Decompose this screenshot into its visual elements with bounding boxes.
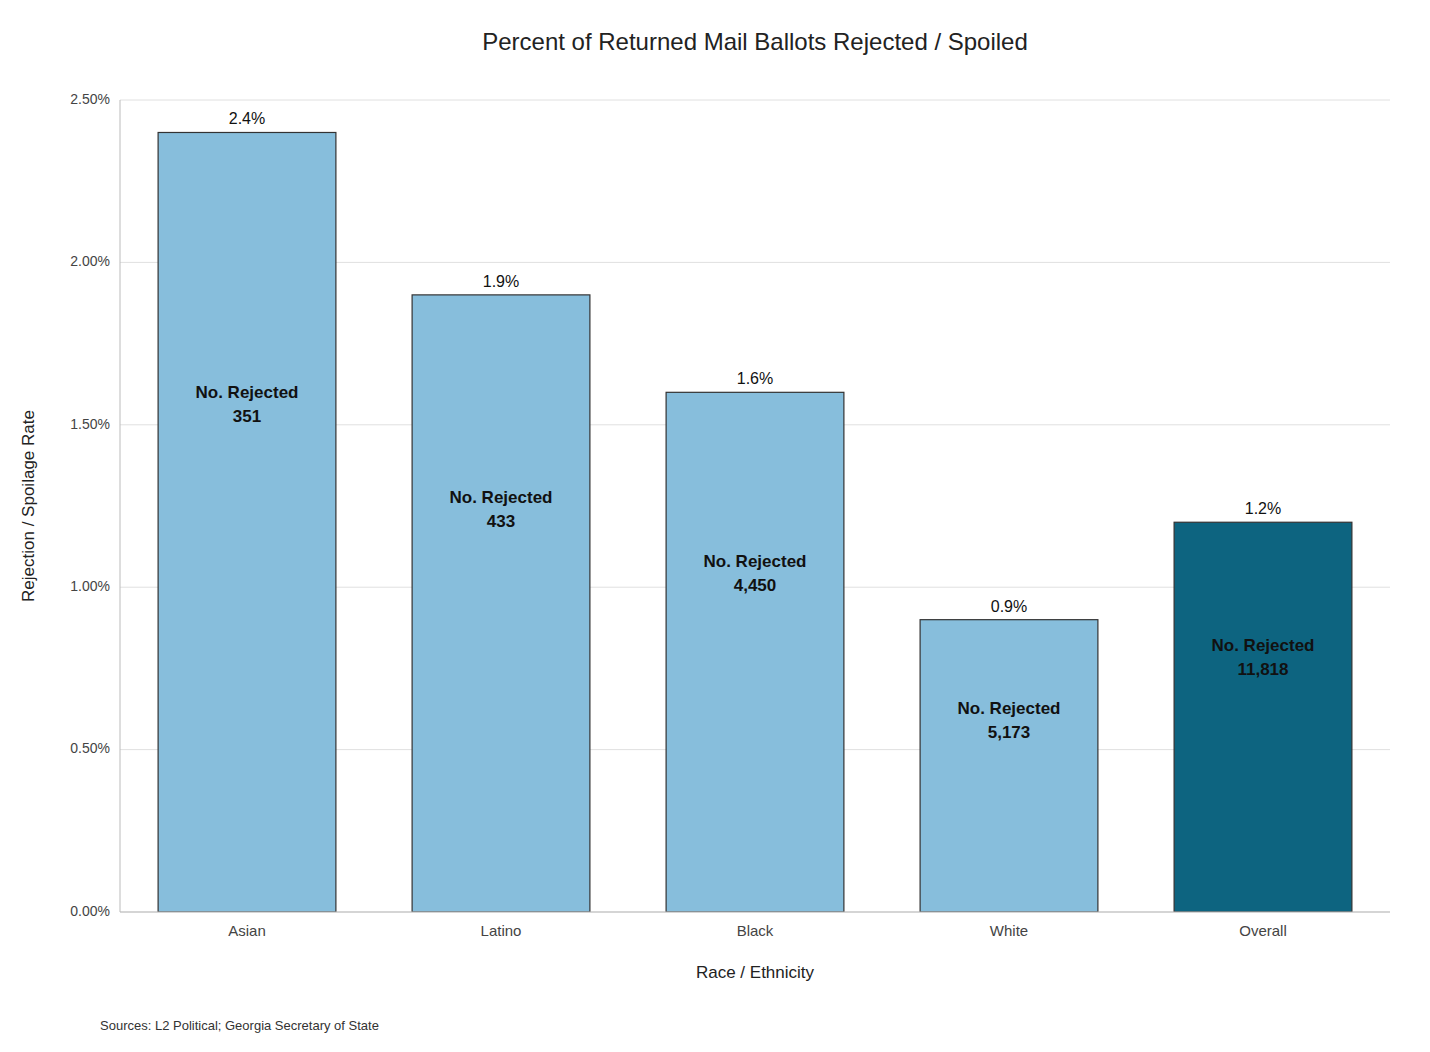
grid <box>120 100 1390 912</box>
bar-annotation-line: No. Rejected <box>1212 636 1315 655</box>
bars <box>158 132 1352 912</box>
y-axis-label: Rejection / Spoilage Rate <box>19 410 38 602</box>
bar-annotation-line: 4,450 <box>734 576 777 595</box>
data-label: 0.9% <box>991 598 1027 615</box>
y-axis-line <box>120 100 121 912</box>
bar-annotation-line: 11,818 <box>1237 660 1288 679</box>
y-tick-label: 1.50% <box>70 416 110 432</box>
annotations: No. Rejected351No. Rejected433No. Reject… <box>196 383 1315 743</box>
bar-annotation-line: 5,173 <box>988 723 1031 742</box>
bar-annotation: No. Rejected 11,818 <box>1212 636 1315 679</box>
data-labels: 2.4% 1.9% 1.6% 0.9% 1.2% <box>229 110 1281 614</box>
bar-annotation-line: 433 <box>487 512 515 531</box>
x-tick-label: Asian <box>228 922 266 939</box>
data-label: 1.9% <box>483 273 519 290</box>
bar-annotation-line: No. Rejected <box>958 699 1061 718</box>
bar-annotation: No. Rejected 5,173 <box>958 699 1061 742</box>
grid-line <box>120 100 1390 101</box>
chart: 0.00% 0.50% 1.00% 1.50% 2.00% 2.50% Asian Latin… <box>0 0 1430 1052</box>
data-label: 1.2% <box>1245 500 1281 517</box>
data-label: 1.6% <box>737 370 773 387</box>
source-note: Sources: L2 Political; Georgia Secretary… <box>100 1018 379 1033</box>
bar-annotation-line: 351 <box>233 407 261 426</box>
bar-annotation-line: No. Rejected <box>704 552 807 571</box>
y-ticks: 0.00% 0.50% 1.00% 1.50% 2.00% 2.50% <box>70 91 110 919</box>
bar-annotation-line: No. Rejected <box>196 383 299 402</box>
x-tick-label: White <box>990 922 1028 939</box>
bar <box>1174 522 1352 912</box>
bar <box>158 132 336 912</box>
x-tick-label: Overall <box>1239 922 1287 939</box>
y-tick-label: 2.50% <box>70 91 110 107</box>
y-tick-label: 0.50% <box>70 740 110 756</box>
title: Percent of Returned Mail Ballots Rejecte… <box>482 28 1028 55</box>
x-ticks: Asian Latino Black White Overall <box>228 922 1287 939</box>
y-tick-label: 1.00% <box>70 578 110 594</box>
bar-annotation: No. Rejected 351 <box>196 383 299 426</box>
bar <box>666 392 844 912</box>
bar-annotation: No. Rejected 4,450 <box>704 552 807 595</box>
data-label: 2.4% <box>229 110 265 127</box>
bar-annotation-line: No. Rejected <box>450 488 553 507</box>
x-tick-label: Black <box>737 922 774 939</box>
y-tick-label: 0.00% <box>70 903 110 919</box>
grid-line <box>120 912 1390 913</box>
bar <box>920 620 1098 912</box>
bar <box>412 295 590 912</box>
y-tick-label: 2.00% <box>70 253 110 269</box>
x-axis-line <box>120 912 1390 913</box>
x-axis-label: Race / Ethnicity <box>696 963 815 982</box>
bar-annotation: No. Rejected 433 <box>450 488 553 531</box>
x-tick-label: Latino <box>481 922 522 939</box>
